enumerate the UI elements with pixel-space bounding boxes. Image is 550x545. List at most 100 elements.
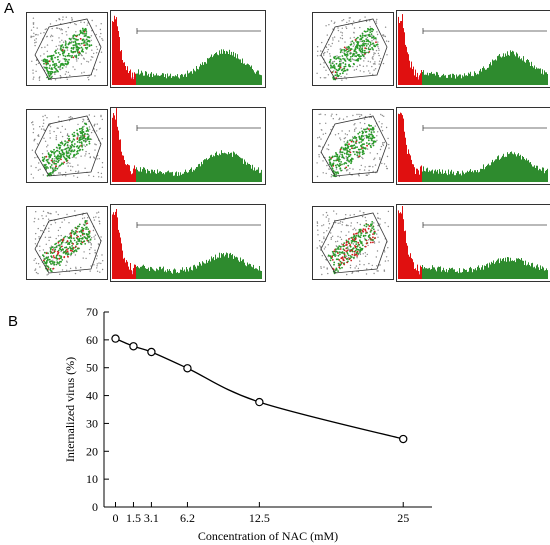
histogram-bar (139, 171, 140, 182)
scatter-dot (361, 248, 363, 251)
histogram-bar (546, 268, 547, 279)
histogram-bar (138, 267, 139, 279)
scatter-dot (68, 116, 70, 119)
scatter-dot (346, 141, 349, 144)
scatter-dot (60, 250, 62, 253)
histogram-bar (137, 73, 138, 85)
scatter-dot (338, 57, 340, 60)
scatter-dot (93, 124, 96, 126)
scatter-dot (87, 217, 89, 219)
scatter-dot (93, 68, 95, 70)
scatter-dot (67, 146, 70, 149)
histogram-bar (220, 53, 221, 85)
scatter-dot (82, 231, 84, 233)
scatter-dot (67, 152, 70, 154)
scatter-dot (83, 217, 86, 219)
histogram-bar (466, 269, 467, 279)
histogram-bar (468, 72, 469, 85)
scatter-dot (71, 156, 74, 159)
histogram-bar (518, 57, 519, 85)
histogram-bar (523, 56, 524, 85)
histogram-bar (190, 266, 191, 279)
scatter-dot (344, 59, 347, 62)
histogram-bar (242, 158, 243, 182)
scatter-dot (51, 160, 54, 163)
scatter-dot (360, 144, 362, 147)
scatter-dot (358, 56, 361, 58)
histogram-bar (228, 54, 229, 85)
scatter-dot (43, 164, 46, 166)
scatter-dot (363, 224, 366, 227)
scatter-dot (354, 249, 357, 252)
scatter-dot (383, 115, 385, 117)
scatter-dot (72, 56, 75, 59)
scatter-dot (81, 126, 84, 128)
scatter-dot (37, 218, 40, 220)
scatter-dot (332, 61, 334, 63)
histogram-bar (399, 23, 400, 85)
scatter-dot (32, 121, 34, 123)
scatter-dot (361, 33, 364, 35)
histogram-bar (149, 271, 150, 279)
histogram-bar (225, 153, 226, 182)
scatter-dot (88, 45, 91, 47)
scatter-dot (63, 149, 65, 151)
scatter-dot (380, 113, 382, 116)
y-tick-label: 10 (86, 472, 98, 486)
scatter-dot (356, 257, 358, 259)
histogram-bar (156, 73, 157, 85)
scatter-dot (380, 145, 383, 148)
scatter-dot (340, 243, 343, 245)
scatter-dot (349, 167, 351, 170)
histogram-bar (539, 270, 540, 279)
histogram-bar (503, 153, 504, 182)
scatter-dot (330, 237, 332, 239)
histogram-bar (508, 54, 509, 85)
histogram-bar (156, 268, 157, 279)
histogram-bar (424, 267, 425, 279)
scatter-dot (49, 250, 52, 253)
scatter-dot (60, 49, 62, 51)
y-axis-title: Internalized virus (%) (63, 357, 77, 462)
scatter-dot (31, 60, 33, 62)
histogram-bar (140, 73, 141, 85)
scatter-dot (377, 47, 380, 50)
histogram-bar (435, 169, 436, 182)
histogram-bar (148, 73, 149, 85)
scatter-dot (356, 146, 358, 148)
histogram-bar (175, 75, 176, 85)
histogram-bar (259, 74, 260, 85)
histogram-bar (410, 253, 411, 279)
histogram-bar (471, 76, 472, 85)
scatter-dot (366, 174, 369, 176)
scatter-dot (330, 165, 333, 168)
scatter-dot (76, 60, 78, 62)
y-tick-label: 20 (86, 444, 98, 458)
scatter-dot (332, 254, 335, 256)
scatter-dot (365, 273, 368, 275)
histogram-bar (222, 153, 223, 182)
histogram-bar (144, 75, 145, 85)
histogram-bar (541, 73, 542, 85)
scatter-dot (355, 50, 357, 53)
scatter-dot (32, 78, 34, 80)
scatter-dot (328, 44, 330, 46)
scatter-dot (339, 248, 342, 250)
histogram-bar (255, 170, 256, 182)
histogram-bar (498, 55, 499, 85)
y-tick-label: 40 (86, 389, 98, 403)
scatter-dot (65, 66, 67, 68)
scatter-dot (58, 150, 61, 153)
scatter-dot (323, 236, 325, 238)
scatter-dot (358, 44, 361, 47)
histogram-bar (206, 63, 207, 85)
scatter-dot (50, 76, 53, 79)
histogram-bar (241, 62, 242, 85)
scatter-dot (359, 70, 361, 72)
scatter-dot (357, 54, 360, 57)
scatter-dot (361, 36, 364, 39)
histogram-bar (176, 76, 177, 85)
histogram-bar (417, 264, 418, 279)
scatter-dot (58, 155, 61, 158)
scatter-dot (35, 166, 37, 169)
